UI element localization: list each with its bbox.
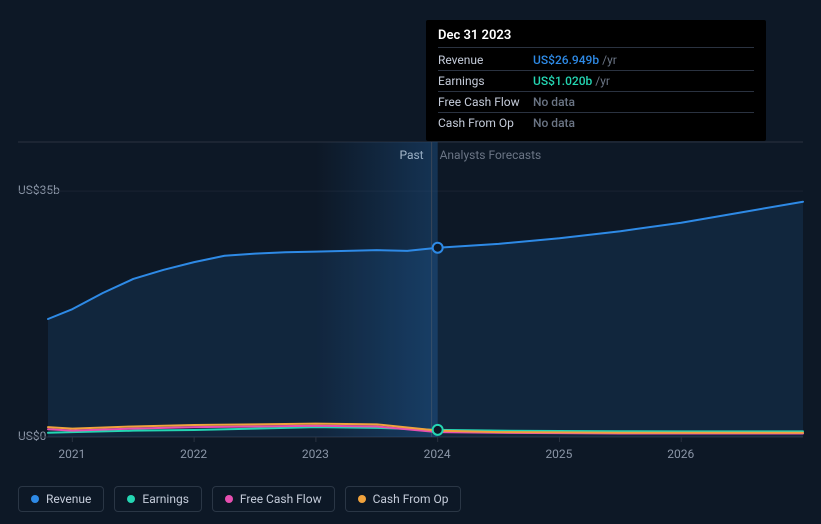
tooltip-row-unit: /yr [595,74,610,88]
legend-item[interactable]: Cash From Op [345,486,462,512]
legend-dot-icon [225,495,233,503]
tooltip-row: Free Cash FlowNo data [438,92,754,113]
legend-dot-icon [358,495,366,503]
tooltip-row: RevenueUS$26.949b/yr [438,50,754,71]
legend: Revenue Earnings Free Cash Flow Cash From O… [18,486,461,512]
tooltip-row: Cash From OpNo data [438,113,754,133]
tooltip-row-value: US$26.949b [533,53,599,67]
tooltip-row-value: No data [533,95,575,109]
legend-item-label: Cash From Op [373,492,449,506]
legend-item-label: Earnings [142,492,189,506]
tooltip-row-label: Free Cash Flow [438,95,533,109]
tooltip-row-value: No data [533,116,575,130]
legend-dot-icon [31,495,39,503]
tooltip-title: Dec 31 2023 [438,28,754,48]
tooltip-row-label: Earnings [438,74,533,88]
tooltip: Dec 31 2023 RevenueUS$26.949b/yrEarnings… [426,20,766,141]
legend-item[interactable]: Revenue [18,486,104,512]
legend-item-label: Free Cash Flow [240,492,322,506]
tooltip-row: EarningsUS$1.020b/yr [438,71,754,92]
tooltip-row-label: Cash From Op [438,116,533,130]
tooltip-row-label: Revenue [438,53,533,67]
tooltip-row-unit: /yr [602,53,617,67]
legend-item[interactable]: Free Cash Flow [212,486,335,512]
legend-item-label: Revenue [46,492,91,506]
tooltip-row-value: US$1.020b [533,74,592,88]
legend-item[interactable]: Earnings [114,486,202,512]
legend-dot-icon [127,495,135,503]
